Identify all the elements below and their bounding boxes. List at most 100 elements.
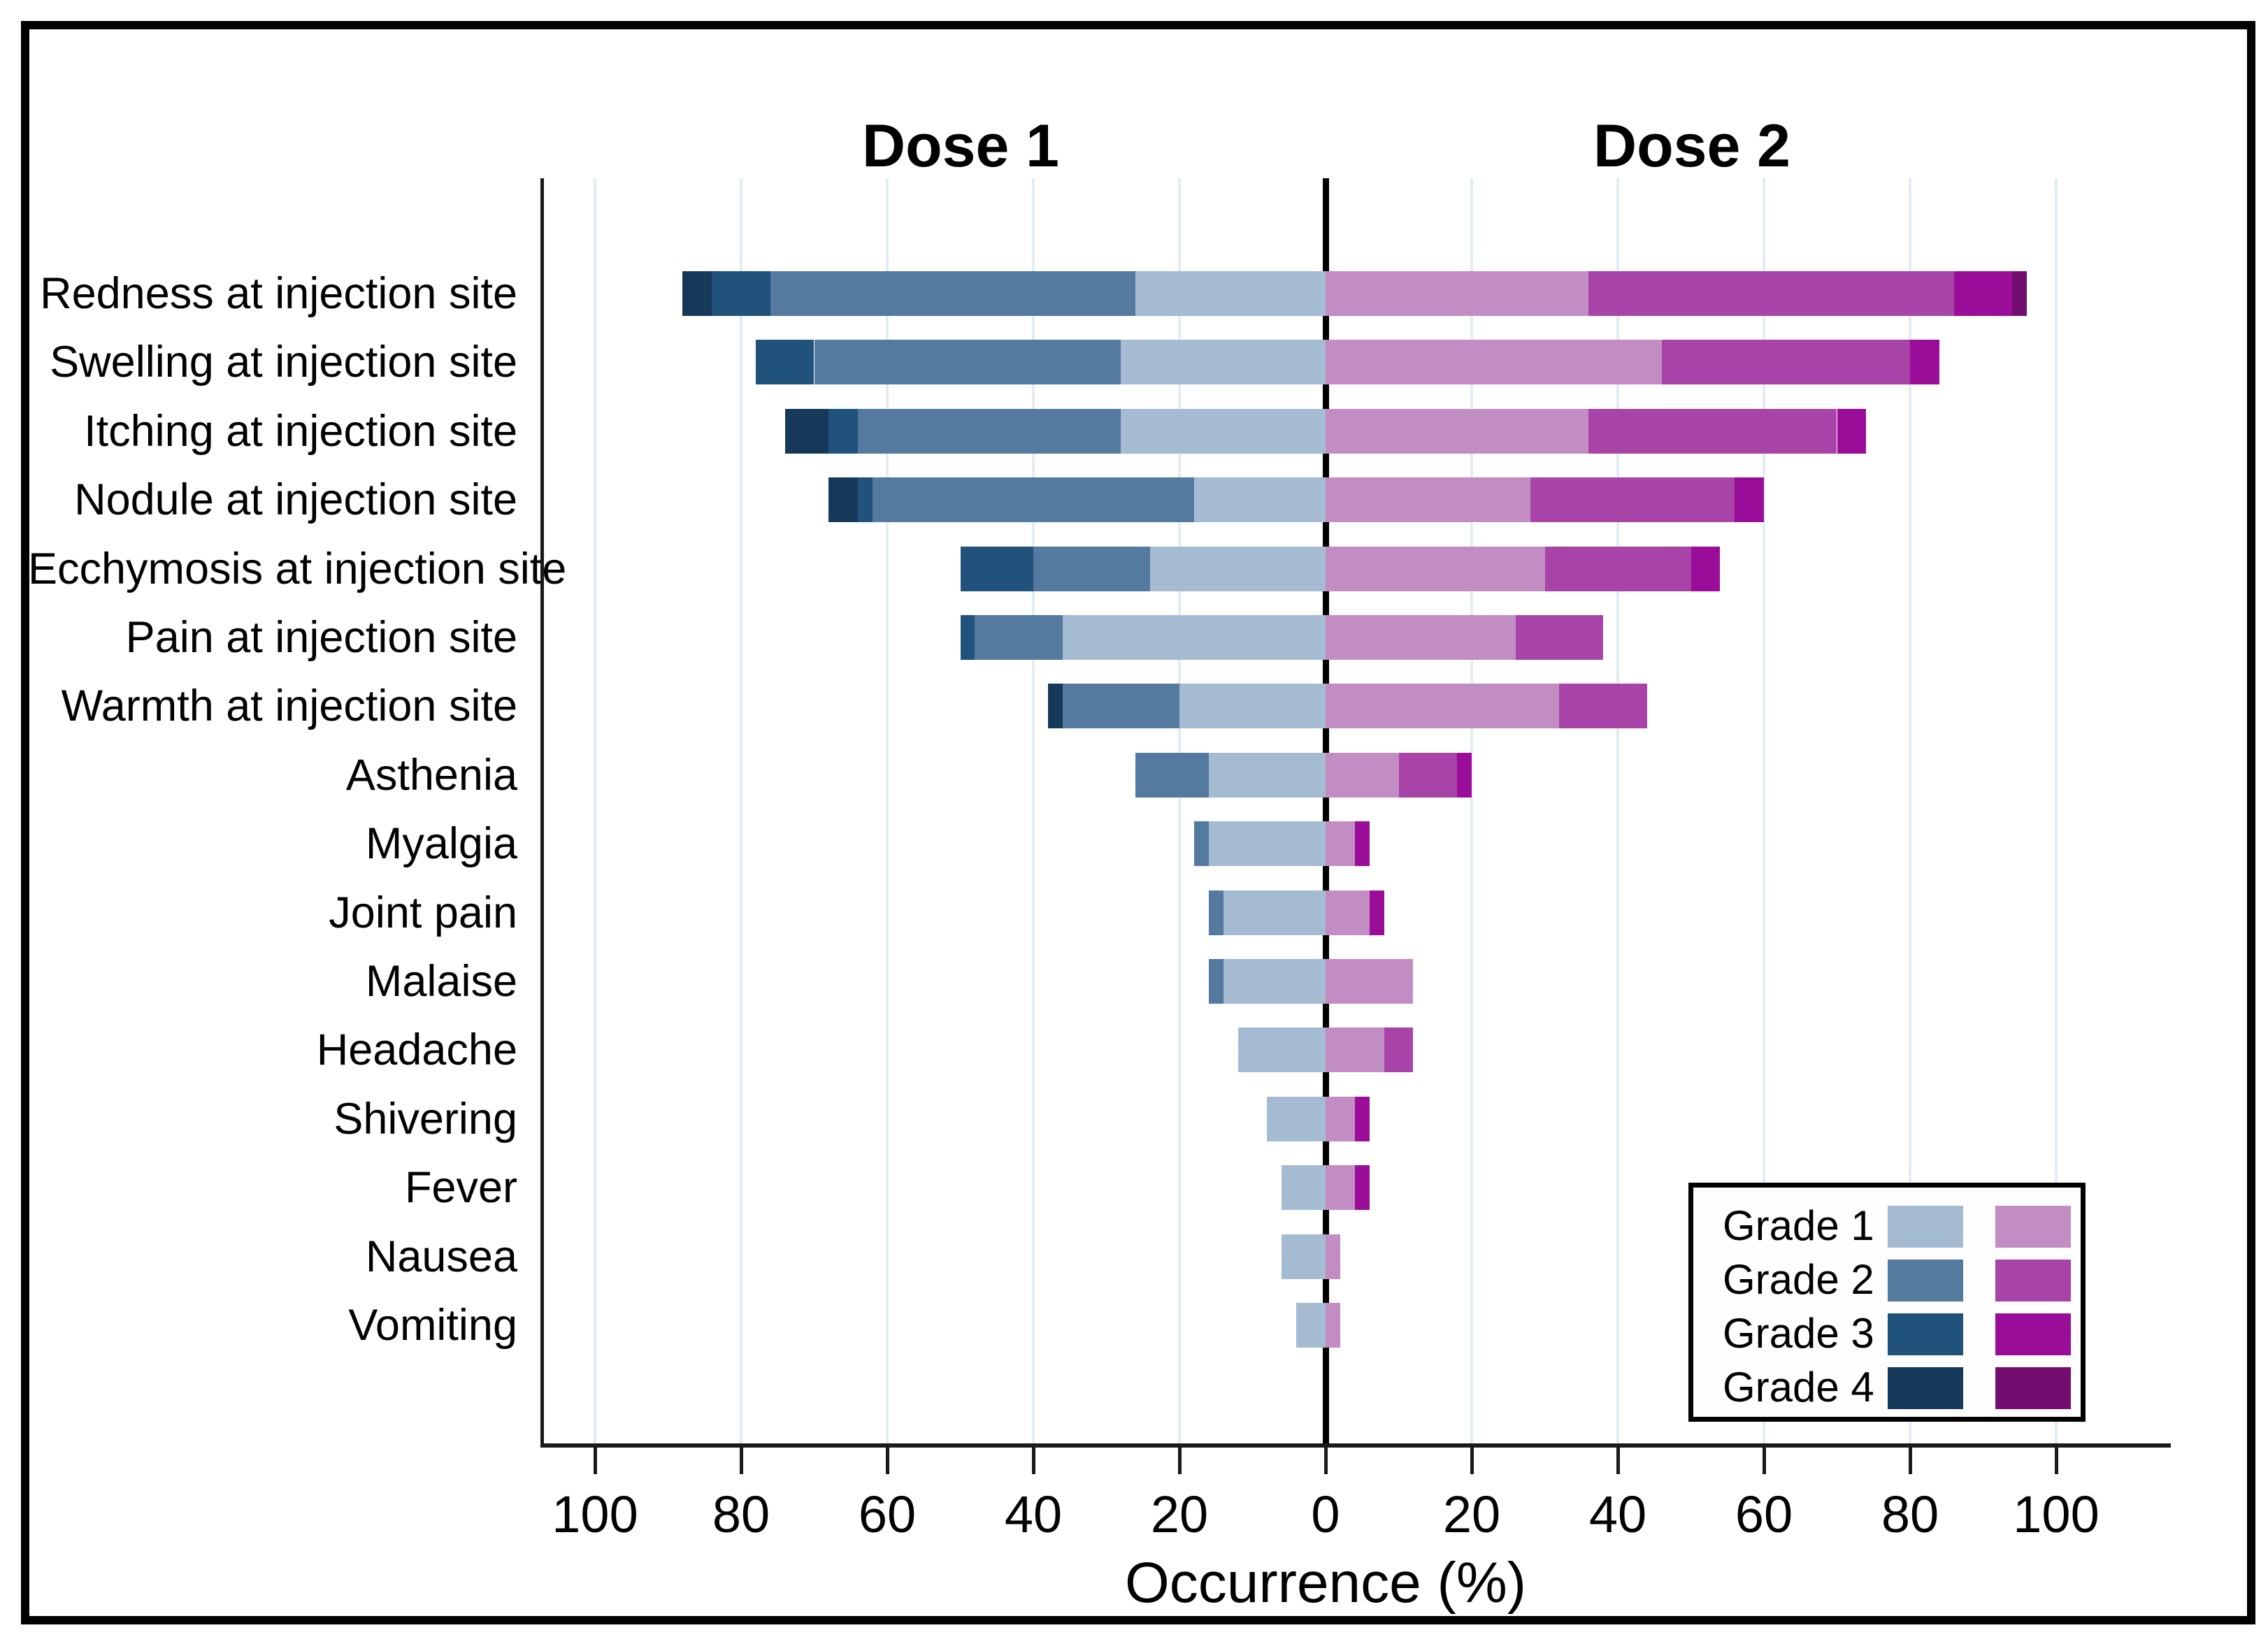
bar-segment-dose1-grade2 <box>975 615 1063 660</box>
axis-tick-label: 60 <box>1735 1485 1793 1543</box>
category-label: Redness at injection site <box>40 269 517 318</box>
bar-segment-dose2-grade1 <box>1326 615 1516 660</box>
bar-segment-dose1-grade4 <box>828 477 859 523</box>
bar-segment-dose2-grade1 <box>1326 1303 1340 1348</box>
bar-segment-dose2-grade3 <box>1691 546 1721 591</box>
bar-segment-dose1-grade2 <box>873 477 1194 523</box>
bar-segment-dose2-grade2 <box>1384 1027 1414 1073</box>
axis-tick-label: 40 <box>1004 1485 1063 1543</box>
axis-tick-label: 100 <box>2013 1485 2100 1543</box>
bar-segment-dose2-grade1 <box>1326 684 1560 729</box>
bar-segment-dose1-grade1 <box>1208 821 1326 867</box>
bar-segment-dose2-grade1 <box>1326 271 1589 316</box>
bar-segment-dose1-grade2 <box>1135 752 1209 798</box>
legend-box: Grade 1 Grade 2 Grade 3 Grade 4 <box>1688 1183 2086 1422</box>
axis-tick <box>594 1448 597 1474</box>
axis-tick <box>1470 1448 1474 1474</box>
axis-tick-label: 40 <box>1588 1485 1647 1543</box>
bar-segment-dose1-grade1 <box>1121 340 1326 385</box>
gridline <box>1909 178 1911 1445</box>
bar-segment-dose1-grade1 <box>1179 684 1326 729</box>
axis-tick-label: 20 <box>1150 1485 1209 1543</box>
gridline <box>740 178 742 1445</box>
bar-segment-dose2-grade3 <box>1354 821 1370 867</box>
bar-segment-dose1-grade1 <box>1150 546 1326 591</box>
category-label: Fever <box>404 1163 517 1213</box>
bar-segment-dose1-grade4 <box>784 408 829 454</box>
bar-segment-dose1-grade1 <box>1223 890 1326 935</box>
axis-tick-label: 100 <box>552 1485 638 1543</box>
legend-row: Grade 3 <box>1693 1311 2081 1361</box>
bar-segment-dose2-grade1 <box>1326 959 1414 1004</box>
gridline <box>594 178 596 1445</box>
bar-segment-dose2-grade2 <box>1544 546 1691 591</box>
category-label: Joint pain <box>329 888 517 937</box>
bar-segment-dose1-grade2 <box>1208 890 1223 935</box>
bar-segment-dose2-grade2 <box>1588 271 1954 316</box>
bar-segment-dose2-grade1 <box>1326 752 1399 798</box>
legend-label: Grade 2 <box>1723 1256 1874 1303</box>
axis-tick <box>1616 1448 1620 1474</box>
bar-segment-dose1-grade3 <box>755 340 814 385</box>
bar-segment-dose1-grade3 <box>712 271 770 316</box>
legend-swatch-dose2-grade2 <box>1995 1260 2071 1301</box>
axis-tick-label: 80 <box>1881 1485 1939 1543</box>
bar-segment-dose2-grade1 <box>1326 1165 1355 1211</box>
panel-title-dose2: Dose 2 <box>1593 113 1791 180</box>
axis-tick-label: 80 <box>712 1485 770 1543</box>
legend-swatch-dose1-grade3 <box>1888 1313 1963 1355</box>
bar-segment-dose2-grade3 <box>1457 752 1472 798</box>
bar-segment-dose2-grade1 <box>1326 1027 1384 1073</box>
x-axis-title: Occurrence (%) <box>1124 1551 1527 1615</box>
legend-label: Grade 3 <box>1723 1310 1874 1357</box>
category-label: Shivering <box>333 1094 517 1144</box>
bar-segment-dose1-grade1 <box>1135 271 1326 316</box>
bar-segment-dose1-grade4 <box>682 271 712 316</box>
bar-segment-dose2-grade1 <box>1326 408 1589 454</box>
bar-segment-dose1-grade2 <box>858 408 1121 454</box>
panel-title-dose1: Dose 1 <box>861 113 1060 180</box>
gridline <box>1763 178 1765 1445</box>
bar-segment-dose2-grade3 <box>1354 1165 1370 1211</box>
bar-segment-dose1-grade4 <box>1047 684 1063 729</box>
category-label: Itching at injection site <box>84 406 517 456</box>
axis-tick <box>1032 1448 1035 1474</box>
axis-tick <box>1178 1448 1182 1474</box>
bar-segment-dose1-grade2 <box>1208 959 1223 1004</box>
bar-segment-dose1-grade2 <box>1033 546 1151 591</box>
bar-segment-dose2-grade1 <box>1326 1096 1355 1141</box>
category-label: Ecchymosis at injection site <box>28 544 567 593</box>
category-label: Headache <box>316 1025 517 1075</box>
bar-segment-dose1-grade2 <box>814 340 1121 385</box>
bar-segment-dose1-grade1 <box>1193 477 1326 523</box>
bar-segment-dose1-grade3 <box>828 408 859 454</box>
bar-segment-dose1-grade1 <box>1296 1303 1326 1348</box>
bar-segment-dose1-grade3 <box>960 546 1033 591</box>
bar-segment-dose1-grade1 <box>1223 959 1326 1004</box>
legend-swatch-dose2-grade1 <box>1995 1206 2071 1248</box>
bar-segment-dose2-grade3 <box>1369 890 1384 935</box>
axis-tick-label: 60 <box>858 1485 917 1543</box>
bar-segment-dose1-grade1 <box>1237 1027 1326 1073</box>
bar-segment-dose2-grade2 <box>1530 477 1735 523</box>
bar-segment-dose1-grade1 <box>1282 1234 1326 1279</box>
category-label: Vomiting <box>348 1301 517 1350</box>
bar-segment-dose2-grade2 <box>1559 684 1647 729</box>
axis-tick <box>1324 1448 1328 1474</box>
axis-tick-label: 20 <box>1442 1485 1501 1543</box>
legend-swatch-dose1-grade2 <box>1888 1260 1963 1301</box>
y-axis-line <box>540 178 544 1445</box>
bar-segment-dose2-grade1 <box>1326 821 1355 867</box>
legend-label: Grade 4 <box>1723 1364 1874 1411</box>
gridline <box>1470 178 1473 1445</box>
gridline <box>2055 178 2058 1445</box>
axis-tick <box>1909 1448 1912 1474</box>
gridline <box>1032 178 1035 1445</box>
legend-label: Grade 1 <box>1723 1202 1874 1249</box>
bar-segment-dose2-grade2 <box>1398 752 1458 798</box>
bar-segment-dose2-grade3 <box>1354 1096 1370 1141</box>
bar-segment-dose2-grade1 <box>1326 1234 1340 1279</box>
bar-segment-dose2-grade1 <box>1326 340 1662 385</box>
bar-segment-dose1-grade3 <box>960 615 975 660</box>
legend-row: Grade 2 <box>1693 1257 2081 1307</box>
